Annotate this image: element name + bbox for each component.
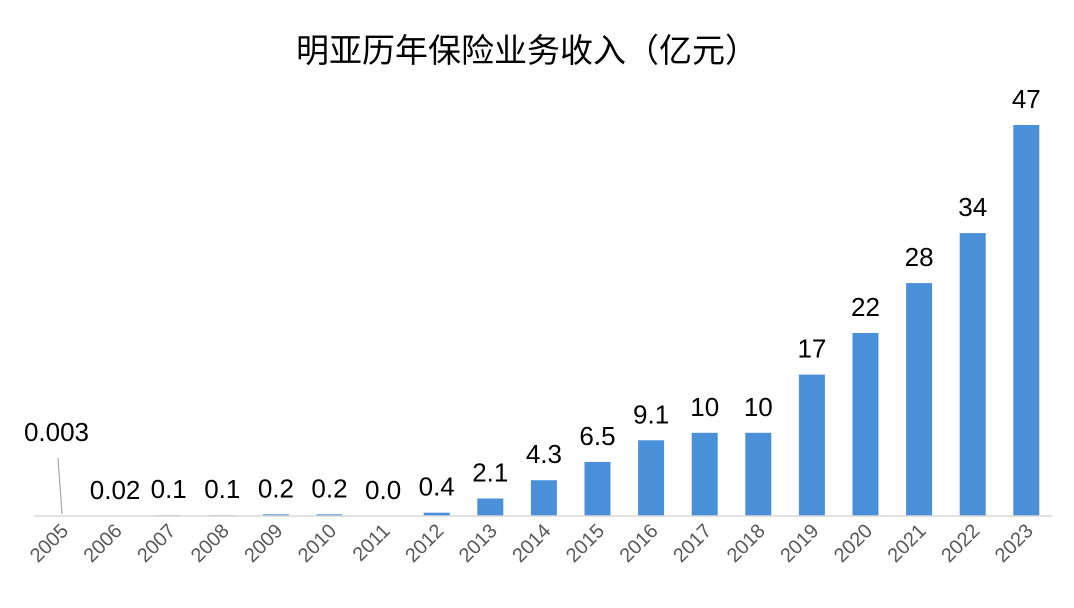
- x-tick-label-2006: 2006: [80, 520, 127, 567]
- bar-2021: [906, 283, 933, 516]
- data-label-2019: 17: [797, 334, 826, 364]
- data-label-2007: 0.1: [151, 474, 187, 504]
- data-label-2006: 0.02: [90, 475, 141, 505]
- data-label-2018: 10: [744, 392, 773, 422]
- x-tick-label-2016: 2016: [616, 520, 663, 567]
- x-tick-label-2017: 2017: [669, 520, 716, 567]
- data-label-leader-line: [57, 457, 63, 515]
- bar-2014: [530, 480, 557, 516]
- bars-group: [102, 125, 1040, 516]
- bar-2018: [745, 432, 772, 516]
- x-tick-label-2023: 2023: [991, 520, 1038, 567]
- x-tick-label-2013: 2013: [455, 520, 502, 567]
- data-label-2023: 47: [1012, 84, 1041, 114]
- x-tick-label-2019: 2019: [776, 520, 823, 567]
- x-tick-label-2018: 2018: [723, 520, 770, 567]
- bar-2017: [691, 432, 718, 516]
- x-tick-label-2022: 2022: [937, 520, 984, 567]
- x-tick-label-2009: 2009: [240, 520, 287, 567]
- x-tick-label-2007: 2007: [133, 520, 180, 567]
- data-label-2020: 22: [851, 292, 880, 322]
- data-label-2015: 6.5: [579, 421, 615, 451]
- bar-2019: [798, 374, 825, 516]
- x-tick-label-2010: 2010: [294, 520, 341, 567]
- bar-2020: [852, 333, 879, 516]
- x-tick-label-2008: 2008: [187, 520, 234, 567]
- bar-2023: [1013, 125, 1040, 516]
- bar-2010: [316, 514, 343, 516]
- data-label-2010: 0.2: [311, 473, 347, 503]
- bar-2022: [959, 233, 986, 516]
- x-tick-label-2012: 2012: [401, 520, 448, 567]
- x-tick-label-2005: 2005: [26, 520, 73, 567]
- data-label-2009: 0.2: [258, 473, 294, 503]
- bar-2015: [584, 461, 611, 516]
- data-label-2016: 9.1: [633, 399, 669, 429]
- bar-2012: [423, 512, 450, 516]
- x-tick-label-2011: 2011: [349, 520, 395, 566]
- x-tick-label-2021: 2021: [884, 520, 931, 567]
- data-label-2017: 10: [690, 392, 719, 422]
- bar-2009: [262, 514, 289, 516]
- data-label-2022: 34: [958, 192, 987, 222]
- x-tick-label-2015: 2015: [562, 520, 609, 567]
- data-label-2021: 28: [905, 242, 934, 272]
- bar-2013: [477, 498, 504, 516]
- bar-2016: [638, 440, 665, 516]
- x-tick-labels-group: 2005 2006 2007 2008 2009 2010 2011 2012 2013 2014…: [26, 520, 1038, 567]
- x-tick-label-2014: 2014: [508, 520, 555, 567]
- data-label-2005: 0.003: [24, 417, 89, 447]
- data-label-2014: 4.3: [526, 439, 562, 469]
- x-tick-label-2020: 2020: [830, 520, 877, 567]
- data-label-2013: 2.1: [472, 458, 508, 488]
- data-label-2011: 0.0: [365, 475, 401, 505]
- data-label-2012: 0.4: [419, 472, 455, 502]
- data-label-2008: 0.1: [204, 474, 240, 504]
- chart-title: 明亚历年保险业务收入（亿元）: [296, 31, 758, 70]
